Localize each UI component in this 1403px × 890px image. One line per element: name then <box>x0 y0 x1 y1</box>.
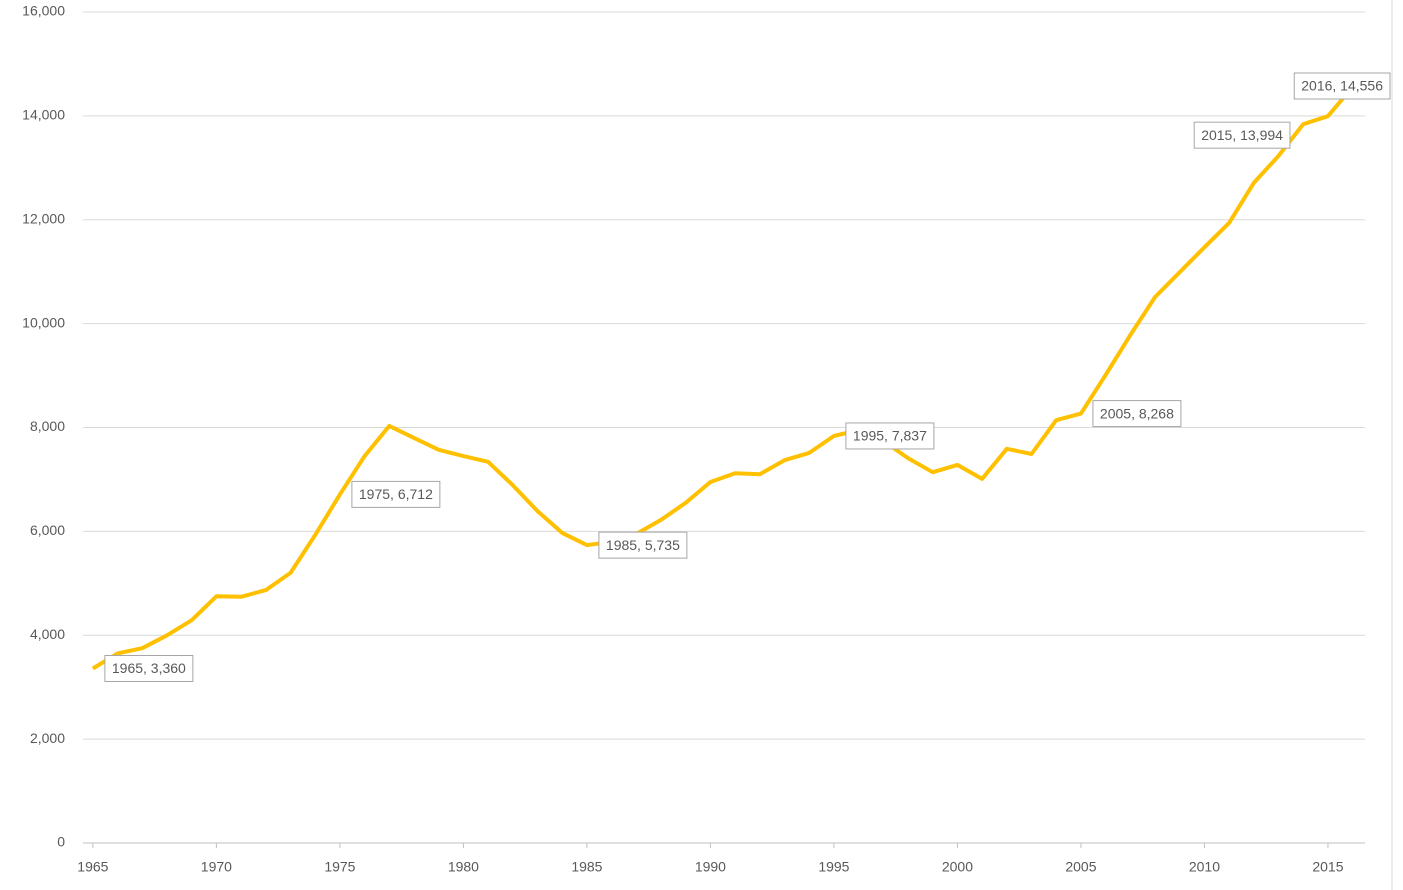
line-series <box>91 85 1355 671</box>
x-tick-label: 1995 <box>818 859 849 875</box>
y-tick-label: 0 <box>57 834 65 850</box>
data-label: 1985, 5,735 <box>606 537 680 553</box>
y-tick-label: 14,000 <box>22 107 65 123</box>
y-tick-label: 8,000 <box>30 418 65 434</box>
data-label: 2015, 13,994 <box>1201 127 1283 143</box>
x-tick-label: 1990 <box>695 859 726 875</box>
data-label-box <box>845 422 935 450</box>
x-tick-label: 1985 <box>571 859 602 875</box>
data-label-box <box>351 480 441 508</box>
data-label: 1995, 7,837 <box>853 428 927 444</box>
data-label: 1965, 3,360 <box>112 660 186 676</box>
y-tick-label: 4,000 <box>30 626 65 642</box>
y-tick-label: 10,000 <box>22 314 65 330</box>
x-tick-label: 1970 <box>201 859 232 875</box>
x-tick-label: 1980 <box>448 859 479 875</box>
x-tick-label: 2010 <box>1189 859 1220 875</box>
data-label: 2016, 14,556 <box>1301 78 1383 94</box>
y-tick-label: 6,000 <box>30 522 65 538</box>
x-tick-label: 2015 <box>1312 859 1343 875</box>
data-label-box <box>1293 72 1391 100</box>
data-label-box <box>1092 400 1182 428</box>
x-tick-label: 1975 <box>324 859 355 875</box>
data-label: 1975, 6,712 <box>359 486 433 502</box>
data-label: 2005, 8,268 <box>1100 405 1174 421</box>
y-tick-label: 12,000 <box>22 210 65 226</box>
x-tick-label: 1965 <box>77 859 108 875</box>
data-label-box <box>598 531 688 559</box>
x-tick-label: 2000 <box>942 859 973 875</box>
data-label-box <box>104 654 194 682</box>
y-tick-label: 16,000 <box>22 3 65 19</box>
x-tick-label: 2005 <box>1065 859 1096 875</box>
y-tick-label: 2,000 <box>30 730 65 746</box>
data-label-box <box>1193 121 1291 149</box>
